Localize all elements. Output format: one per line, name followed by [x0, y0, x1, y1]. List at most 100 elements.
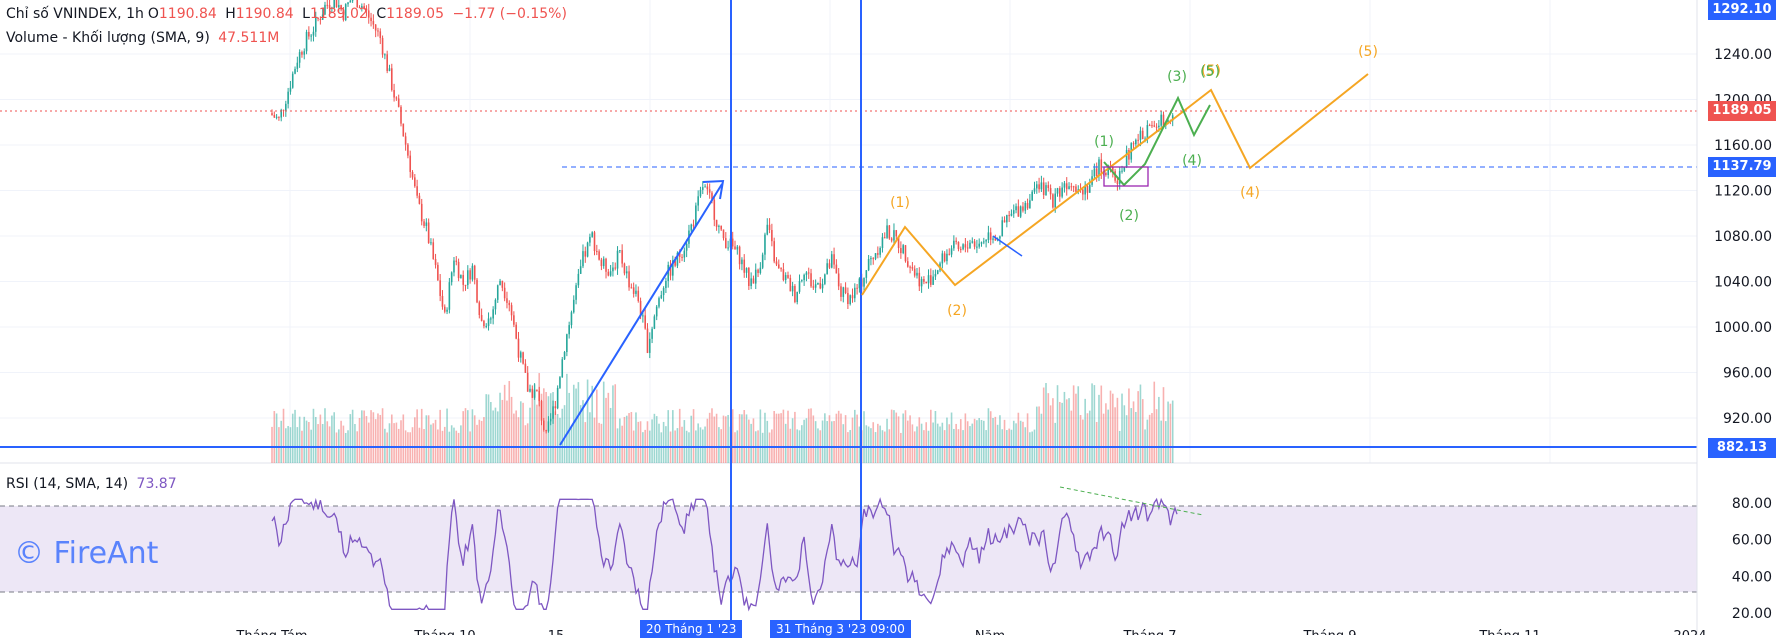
candle-body: [533, 389, 536, 398]
candle-body: [333, 0, 335, 8]
candle-body: [1052, 194, 1054, 208]
volume-bar: [828, 415, 831, 463]
candle-body: [874, 253, 877, 259]
volume-bar: [492, 410, 494, 463]
candle-body: [515, 324, 517, 339]
candle-body: [549, 418, 552, 422]
volume-bar: [524, 425, 527, 463]
volume-bar: [794, 411, 796, 463]
volume-bar: [443, 426, 446, 463]
candle-body: [441, 295, 444, 307]
volume-bar: [704, 426, 706, 463]
volume-bar: [810, 408, 812, 463]
candle-body: [1125, 150, 1128, 168]
volume-bar: [1035, 406, 1038, 463]
candle-body: [916, 272, 918, 276]
volume-bar: [784, 423, 787, 463]
candle-body: [1038, 184, 1040, 190]
candle-body: [648, 338, 651, 353]
candle-body: [969, 242, 971, 249]
volume-bar: [665, 426, 667, 463]
candle-body: [731, 238, 734, 247]
legend-close-label: C: [376, 6, 387, 22]
candle-body: [801, 280, 803, 282]
candle-body: [1017, 206, 1020, 217]
volume-bar: [467, 410, 469, 463]
candle-body: [662, 288, 665, 296]
candle-body: [1033, 188, 1036, 192]
candle-body: [966, 247, 969, 249]
candle-body: [745, 267, 748, 273]
volume-bar: [402, 414, 405, 463]
volume-bar: [333, 412, 335, 463]
wave-label-orange-1: (1): [890, 195, 910, 211]
volume-bar: [699, 427, 702, 463]
candle-body: [1100, 159, 1103, 173]
candle-body: [711, 192, 713, 200]
candle-body: [748, 267, 750, 286]
candle-body: [674, 260, 676, 266]
volume-bar: [1139, 384, 1142, 463]
candle-body: [540, 401, 543, 421]
volume-bar: [1164, 421, 1167, 463]
volume-bar: [285, 428, 287, 463]
rsi-axis[interactable]: 80.00 60.00 40.00 20.00: [1732, 496, 1772, 622]
elliott-wave-primary[interactable]: [861, 73, 1369, 296]
candle-body: [830, 254, 833, 268]
candle-body: [1035, 184, 1038, 189]
price-tick-1160: 1160.00: [1714, 138, 1772, 154]
rsi-tick-60: 60.00: [1732, 533, 1772, 549]
candle-body: [872, 258, 875, 260]
date-badge-1: 20 Tháng 1 '23: [640, 620, 743, 638]
candle-body: [918, 272, 921, 287]
candle-body: [420, 203, 423, 222]
legend-low: 1189.02: [309, 6, 368, 22]
volume-bar: [501, 399, 504, 463]
volume-bar: [1112, 393, 1114, 463]
candle-body: [734, 246, 736, 250]
candle-body: [480, 315, 483, 321]
candle-body: [457, 261, 460, 279]
candle-body: [835, 264, 838, 274]
candle-body: [796, 291, 799, 303]
volume-bar: [690, 415, 693, 463]
candle-body: [593, 232, 596, 252]
volume-bar: [976, 420, 978, 463]
volume-bar: [291, 413, 294, 463]
volume-bar: [824, 413, 826, 463]
price-tick-1240: 1240.00: [1714, 47, 1772, 63]
candle-body: [600, 259, 603, 267]
volume-bar: [607, 392, 610, 463]
volume-bar: [966, 421, 969, 463]
candle-body: [824, 274, 826, 284]
candle-body: [547, 421, 550, 432]
candle-body: [342, 9, 345, 20]
candle-body: [358, 7, 361, 9]
volume-bar: [324, 408, 326, 463]
elliott-wave-secondary[interactable]: [1103, 95, 1211, 187]
candle-body: [791, 285, 794, 292]
rsi-divergence-line: [1059, 486, 1204, 516]
wave-label-green-3: (3): [1167, 69, 1187, 85]
volume-bar: [787, 410, 789, 463]
candle-body: [563, 352, 566, 360]
candle-body: [296, 62, 299, 69]
volume-bar: [287, 425, 289, 463]
candle-body: [890, 238, 893, 241]
trend-arrow[interactable]: [559, 183, 723, 446]
volume-bar: [904, 410, 907, 463]
volume-bar: [715, 413, 718, 463]
volume-bar: [513, 413, 515, 463]
volume-bar: [478, 419, 481, 463]
candle-body: [780, 268, 782, 270]
volume-bar: [549, 393, 552, 463]
time-axis[interactable]: Tháng Tám Tháng 10 15 Năm Tháng 7 Tháng 9 Thán…: [235, 629, 1706, 635]
candle-body: [870, 258, 872, 260]
candle-body: [374, 24, 377, 31]
candle-body: [713, 199, 716, 220]
consolidation-box[interactable]: [1103, 166, 1149, 187]
volume-bar: [536, 404, 538, 463]
candle-body: [285, 103, 287, 111]
candle-body: [381, 38, 384, 55]
